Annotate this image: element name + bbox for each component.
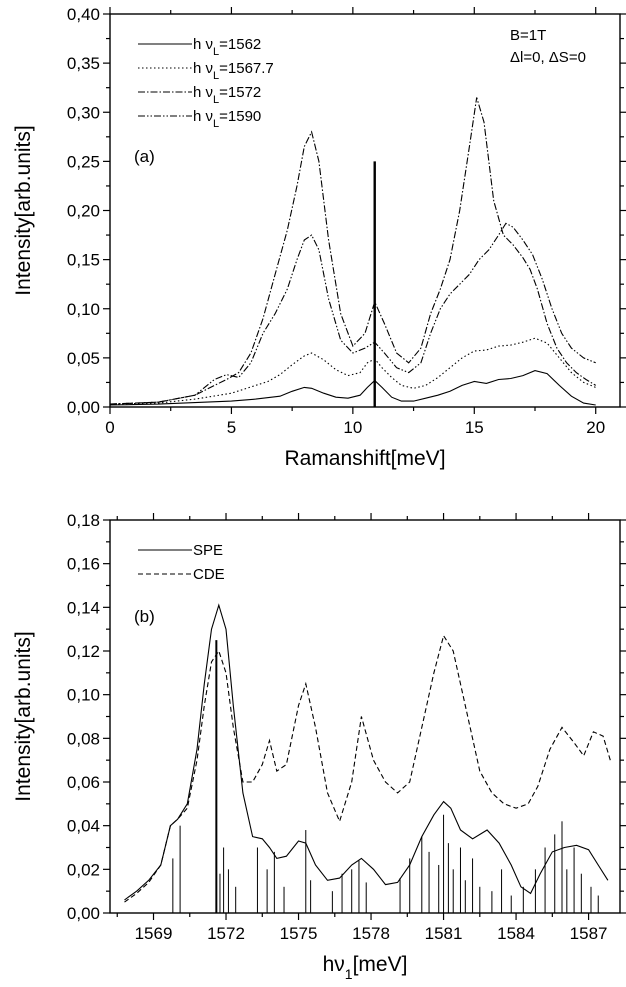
panel-b-legend-label: SPE: [193, 542, 223, 559]
panel-a-annotation: B=1T: [510, 27, 546, 44]
panel-a-y-tick-label: 0,05: [67, 349, 100, 368]
panel-a-y-axis-title: Intensity[arb.units]: [12, 125, 35, 295]
panel-a-x-tick-label: 10: [343, 418, 362, 437]
panel-a-series-line-2: [109, 337, 596, 405]
panel-b-y-axis-title: Intensity[arb.units]: [12, 631, 35, 801]
panel-a-y-tick-label: 0,30: [67, 103, 100, 122]
panel-b-legend-label: CDE: [193, 566, 225, 583]
panel-a-y-tick-label: 0,35: [67, 54, 100, 73]
panel-b-series-line-1: [124, 603, 609, 901]
panel-b-x-tick-label: 1584: [497, 924, 535, 943]
panel-b-y-tick-label: 0,00: [67, 904, 100, 923]
panel-a-series-line-1: [109, 370, 596, 406]
panel-a-series-line-3: [109, 97, 596, 405]
panel-a-legend-label: h νL=1590: [193, 108, 261, 130]
panel-b-x-tick-label: 1575: [280, 924, 318, 943]
panel-b-x-tick-label: 1587: [570, 924, 608, 943]
panel-a-y-tick-label: 0,15: [67, 251, 100, 270]
panel-b-x-axis-title: hν1[meV]: [323, 953, 408, 982]
panel-a-y-tick-label: 0,25: [67, 152, 100, 171]
panel-b-y-tick-label: 0,16: [67, 555, 100, 574]
panel-a-x-tick-label: 5: [227, 418, 236, 437]
panel-b-y-tick-label: 0,04: [67, 817, 100, 836]
panel-a-y-tick-label: 0,40: [67, 5, 100, 24]
panel-a-y-tick-label: 0,10: [67, 300, 100, 319]
panel-b-x-tick-label: 1581: [425, 924, 463, 943]
panel-a-series-line-4: [109, 222, 596, 405]
panel-a-panel-label: (a): [134, 147, 155, 166]
panel-b-chart: 1569 1572 1575 1578 1581 1584 1587 0,00 0,02 0,04…: [12, 511, 626, 982]
panel-a-x-tick-label: 20: [586, 418, 605, 437]
panel-a-annotation: Δl=0, ΔS=0: [510, 49, 586, 66]
panel-a-x-tick-label: 15: [465, 418, 484, 437]
panel-b-y-tick-label: 0,08: [67, 729, 100, 748]
panel-b-panel-label: (b): [134, 607, 155, 626]
panel-b-plot-frame: [109, 519, 621, 914]
panel-a-y-tick-label: 0,00: [67, 398, 100, 417]
panel-b-y-tick-label: 0,02: [67, 860, 100, 879]
panel-a-legend-label: h νL=1562: [193, 36, 261, 58]
panel-a-x-tick-label: 0: [105, 418, 114, 437]
panel-b-y-tick-label: 0,06: [67, 773, 100, 792]
panel-b-x-tick-label: 1578: [352, 924, 390, 943]
panel-a-legend-label: h νL=1567.7: [193, 60, 274, 82]
panel-b-series-line-2: [124, 634, 611, 903]
panel-a-chart: 0 5 10 15 20 0,00 0,05 0,10 0,15 0,20 0,25 0,30 0,35…: [12, 5, 626, 470]
panel-a-x-axis-title: Ramanshift[meV]: [284, 447, 445, 470]
panel-b-y-tick-label: 0,14: [67, 598, 100, 617]
panel-b-y-tick-label: 0,12: [67, 642, 100, 661]
panel-b-x-tick-label: 1572: [207, 924, 245, 943]
panel-a-y-tick-label: 0,20: [67, 202, 100, 221]
panel-b-x-tick-label: 1569: [135, 924, 173, 943]
panel-b-y-tick-label: 0,10: [67, 686, 100, 705]
panel-a-legend-label: h νL=1572: [193, 84, 261, 106]
panel-b-y-tick-label: 0,18: [67, 511, 100, 530]
